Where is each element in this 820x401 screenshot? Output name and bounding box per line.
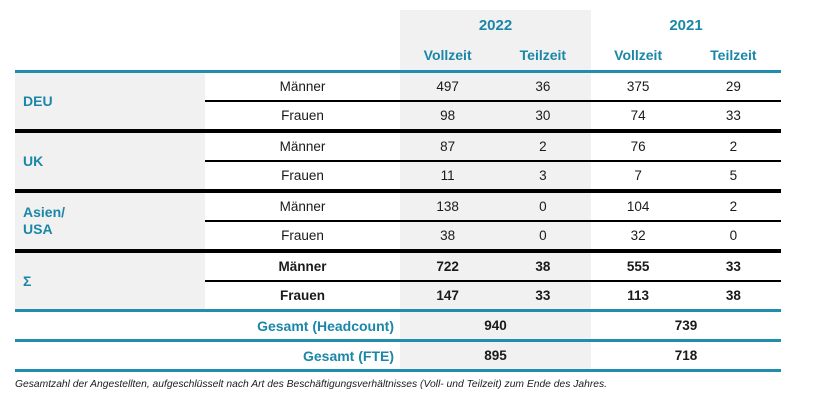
- row-separator: [205, 160, 781, 162]
- table-row: Frauen 11 3 7 5: [205, 162, 781, 189]
- table-bottom-line: [15, 369, 781, 372]
- row-separator: [205, 100, 781, 102]
- value-cell: 147: [436, 288, 459, 303]
- row-separator: [205, 280, 781, 282]
- year-2021-header: 2021: [669, 16, 703, 34]
- value-cell: 38: [725, 288, 741, 303]
- total-headcount-2022: 940: [484, 318, 507, 333]
- value-cell: 36: [535, 79, 551, 94]
- section-deu: DEU Männer 497 36 375 29 Frauen 98 30 74…: [15, 73, 781, 129]
- table-row: Männer 87 2 76 2: [205, 133, 781, 160]
- year-2022-header: 2022: [478, 16, 513, 34]
- gender-label: Frauen: [281, 108, 324, 123]
- total-headcount-2021: 739: [674, 318, 698, 333]
- table-caption: Gesamtzahl der Angestellten, aufgeschlüs…: [15, 379, 607, 390]
- value-cell: 0: [539, 228, 547, 243]
- region-label-sum: Σ: [23, 272, 32, 289]
- value-cell: 33: [535, 288, 551, 303]
- section-uk: UK Männer 87 2 76 2 Frauen 11 3 7 5: [15, 133, 781, 189]
- value-cell: 104: [626, 199, 650, 214]
- value-cell: 138: [436, 199, 459, 214]
- value-cell: 76: [630, 139, 646, 154]
- section-separator: [15, 129, 781, 133]
- totals-mid-line: [15, 339, 781, 342]
- value-cell: 32: [630, 228, 646, 243]
- table-row: Frauen 147 33 113 38: [205, 282, 781, 309]
- value-cell: 33: [725, 259, 741, 274]
- region-label-uk: UK: [23, 152, 44, 169]
- value-cell: 7: [634, 168, 642, 183]
- value-cell: 33: [725, 108, 741, 123]
- header-underline: [15, 70, 781, 73]
- value-cell: 2: [729, 139, 738, 154]
- col-2021-teilzeit: Teilzeit: [710, 47, 757, 63]
- value-cell: 30: [535, 108, 551, 123]
- value-cell: 11: [440, 168, 455, 183]
- section-asien-usa: Asien/ USA Männer 138 0 104 2 Frauen 38 …: [15, 193, 781, 249]
- value-cell: 29: [725, 79, 741, 94]
- table-row: Frauen 38 0 32 0: [205, 222, 781, 249]
- subheader-row: Vollzeit Teilzeit Vollzeit Teilzeit: [15, 40, 781, 70]
- total-fte-2022: 895: [484, 348, 507, 363]
- gender-label: Männer: [278, 259, 327, 274]
- region-label-deu: DEU: [23, 92, 53, 109]
- value-cell: 5: [729, 168, 738, 183]
- total-fte-label: Gesamt (FTE): [302, 347, 394, 364]
- section-sum: Σ Männer 722 38 555 33 Frauen 147 33 113…: [15, 253, 781, 309]
- col-2021-vollzeit: Vollzeit: [614, 47, 663, 63]
- section-separator: [15, 249, 781, 253]
- value-cell: 74: [630, 108, 646, 123]
- col-2022-teilzeit: Teilzeit: [519, 47, 567, 63]
- headcount-table: 2022 2021 Vollzeit Teilzeit Vollzeit Tei…: [15, 10, 781, 372]
- total-fte-row: Gesamt (FTE) 895 718: [15, 342, 781, 369]
- value-cell: 0: [539, 199, 547, 214]
- table-row: Männer 722 38 555 33: [205, 253, 781, 280]
- totals-top-line: [15, 309, 781, 312]
- section-separator: [15, 189, 781, 193]
- value-cell: 113: [627, 288, 650, 303]
- value-cell: 98: [440, 108, 456, 123]
- value-cell: 87: [440, 139, 456, 154]
- total-headcount-label: Gesamt (Headcount): [257, 317, 394, 334]
- value-cell: 0: [729, 228, 738, 243]
- value-cell: 38: [440, 228, 456, 243]
- value-cell: 2: [729, 199, 738, 214]
- gender-label: Männer: [279, 79, 326, 94]
- year-header-row: 2022 2021: [15, 10, 781, 40]
- col-2022-vollzeit: Vollzeit: [423, 47, 472, 63]
- gender-label: Männer: [279, 139, 326, 154]
- value-cell: 38: [535, 259, 551, 274]
- table-row: Männer 497 36 375 29: [205, 73, 781, 100]
- total-fte-2021: 718: [674, 348, 698, 363]
- gender-label: Frauen: [281, 168, 324, 183]
- value-cell: 3: [539, 168, 547, 183]
- value-cell: 497: [436, 79, 459, 94]
- value-cell: 722: [436, 259, 459, 274]
- total-headcount-row: Gesamt (Headcount) 940 739: [15, 312, 781, 339]
- gender-label: Männer: [279, 199, 326, 214]
- value-cell: 555: [626, 259, 650, 274]
- table-row: Frauen 98 30 74 33: [205, 102, 781, 129]
- gender-label: Frauen: [279, 288, 325, 303]
- value-cell: 375: [626, 79, 650, 94]
- value-cell: 2: [539, 139, 547, 154]
- table-row: Männer 138 0 104 2: [205, 193, 781, 220]
- row-separator: [205, 220, 781, 222]
- region-label-asien-usa: Asien/ USA: [23, 204, 66, 237]
- gender-label: Frauen: [281, 228, 324, 243]
